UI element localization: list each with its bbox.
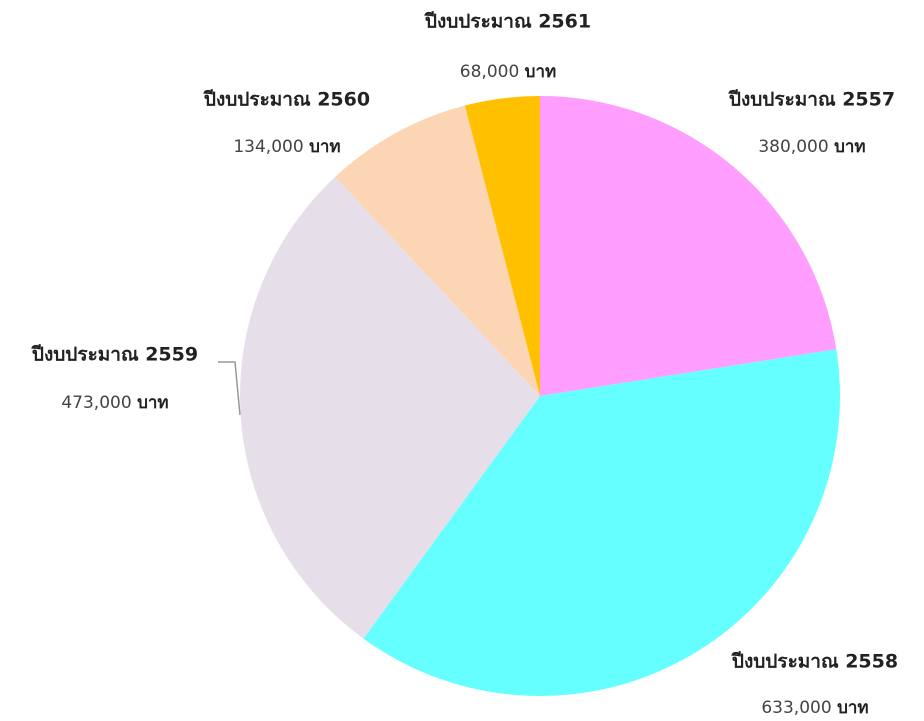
pie-slice — [335, 105, 540, 397]
slice-label: ปีงบประมาณ 2559 — [31, 344, 198, 366]
value-unit: บาท — [525, 62, 557, 82]
slice-label: ปีงบประมาณ 2558 — [731, 651, 898, 673]
pie-slice — [363, 349, 840, 696]
value-label: 134,000 บาท — [233, 137, 340, 157]
value-label: 473,000 บาท — [61, 393, 168, 413]
value-label: 380,000 บาท — [758, 137, 865, 157]
value-label: 633,000 บาท — [761, 698, 868, 718]
value-number: 380,000 — [758, 137, 828, 157]
slice-label: ปีงบประมาณ 2557 — [728, 89, 895, 111]
slice-label: ปีงบประมาณ 2560 — [203, 89, 370, 111]
pie-slice — [464, 96, 540, 396]
leader-line — [218, 361, 241, 416]
value-label: 68,000 บาท — [460, 62, 556, 82]
value-number: 134,000 — [233, 137, 303, 157]
value-unit: บาท — [837, 698, 869, 718]
pie-slice — [540, 96, 837, 396]
value-unit: บาท — [137, 393, 169, 413]
value-number: 633,000 — [761, 698, 831, 718]
pie-slice — [239, 176, 541, 639]
value-number: 473,000 — [61, 393, 131, 413]
value-unit: บาท — [309, 137, 341, 157]
slice-label: ปีงบประมาณ 2561 — [424, 11, 591, 33]
value-unit: บาท — [834, 137, 866, 157]
value-number: 68,000 — [460, 62, 519, 82]
